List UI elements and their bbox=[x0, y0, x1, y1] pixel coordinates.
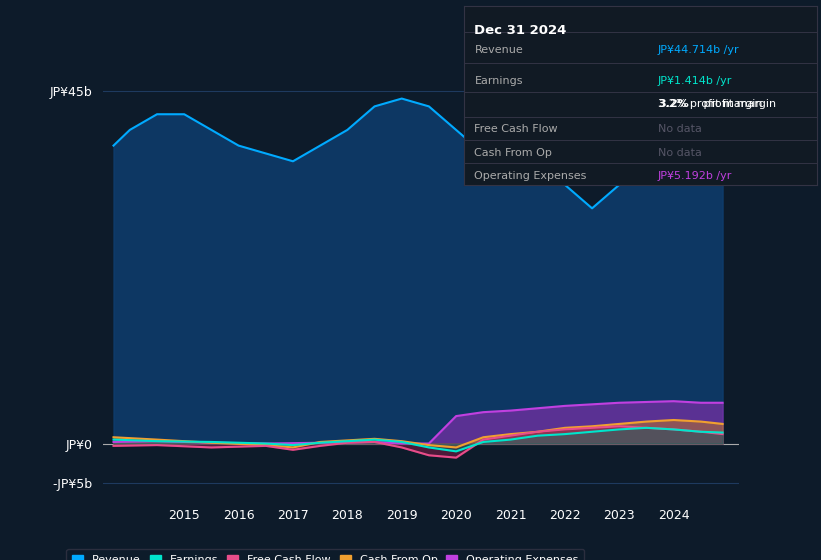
Legend: Revenue, Earnings, Free Cash Flow, Cash From Op, Operating Expenses: Revenue, Earnings, Free Cash Flow, Cash … bbox=[67, 549, 585, 560]
Text: 3.2% profit margin: 3.2% profit margin bbox=[658, 99, 763, 109]
Text: No data: No data bbox=[658, 147, 702, 157]
Text: Free Cash Flow: Free Cash Flow bbox=[475, 124, 558, 134]
Text: 3.2%: 3.2% bbox=[658, 99, 689, 109]
Text: Earnings: Earnings bbox=[475, 76, 523, 86]
Text: No data: No data bbox=[658, 124, 702, 134]
Text: Operating Expenses: Operating Expenses bbox=[475, 171, 587, 181]
Text: JP¥5.192b /yr: JP¥5.192b /yr bbox=[658, 171, 732, 181]
Text: JP¥1.414b /yr: JP¥1.414b /yr bbox=[658, 76, 732, 86]
Text: Dec 31 2024: Dec 31 2024 bbox=[475, 24, 566, 36]
Text: Cash From Op: Cash From Op bbox=[475, 147, 553, 157]
Text: profit margin: profit margin bbox=[700, 99, 777, 109]
Text: Revenue: Revenue bbox=[475, 45, 523, 55]
Text: JP¥44.714b /yr: JP¥44.714b /yr bbox=[658, 45, 740, 55]
